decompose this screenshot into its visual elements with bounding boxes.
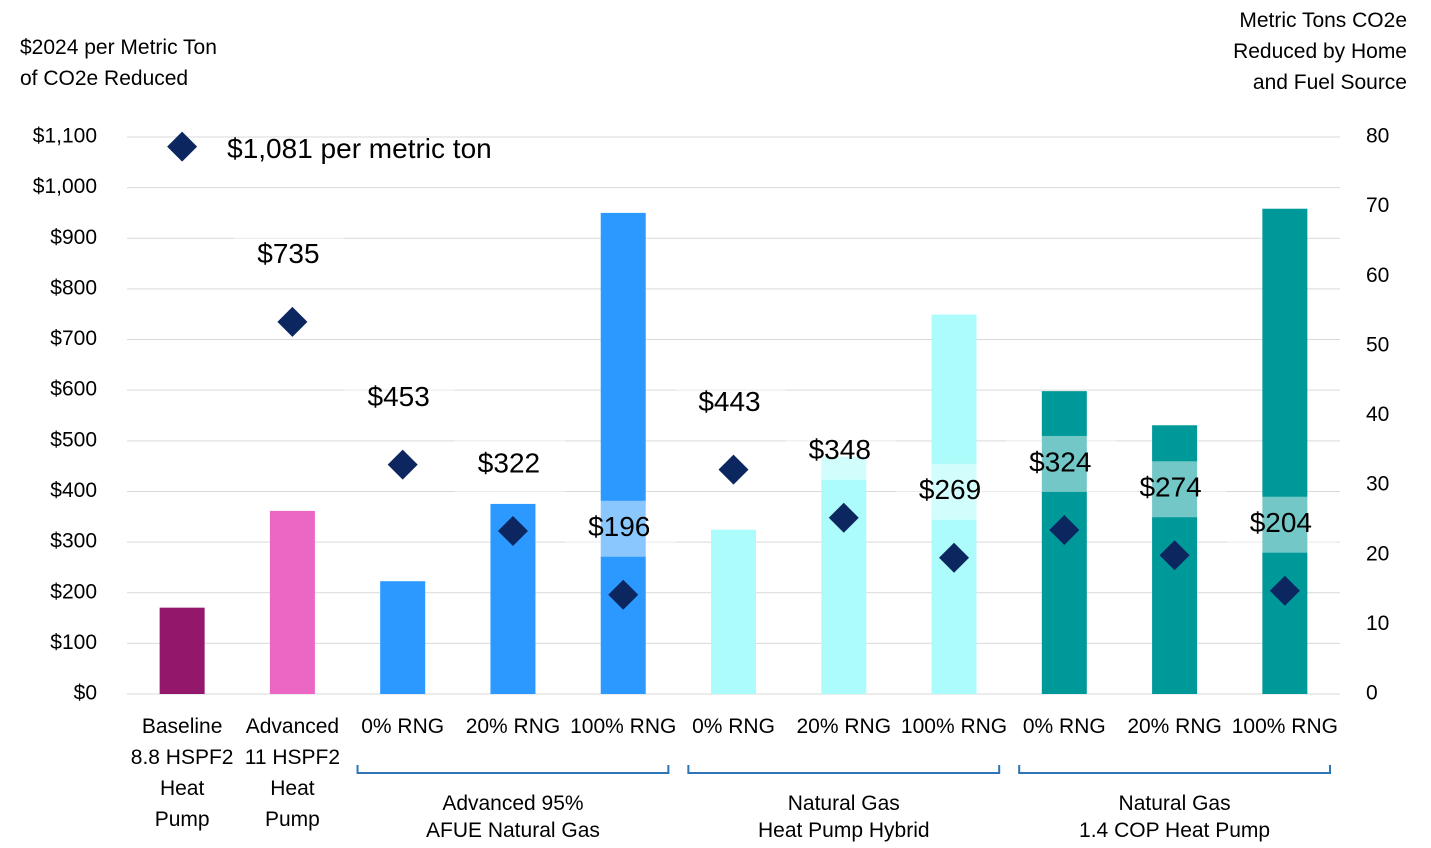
y-tick-label: $1,000 — [33, 175, 97, 198]
data-label: $735 — [257, 238, 319, 269]
data-label-bg — [344, 370, 455, 427]
y-tick-label: $200 — [50, 580, 97, 603]
data-label-bg — [1006, 435, 1117, 492]
y-tick-label: $700 — [50, 327, 97, 350]
y2-tick-label: 80 — [1366, 125, 1389, 148]
bar — [931, 314, 977, 694]
diamond-marker — [1159, 540, 1190, 571]
x-tick-label: 100% RNG — [570, 715, 677, 738]
grid — [127, 136, 1340, 695]
data-label: $443 — [698, 386, 760, 417]
x-tick-label: 100% RNG — [1231, 715, 1338, 738]
data-label-bg — [785, 423, 896, 480]
group-bracket — [1018, 765, 1331, 774]
data-label-bg — [565, 500, 676, 557]
x-tick-label: 20% RNG — [465, 715, 561, 738]
data-label: $348 — [809, 434, 871, 465]
x-tick-label: 20% RNG — [1127, 715, 1222, 738]
data-label-bg — [896, 463, 1007, 520]
diamond-marker — [718, 454, 749, 485]
bar — [821, 456, 867, 694]
data-label: $453 — [368, 381, 430, 412]
data-label: $269 — [919, 474, 981, 505]
data-label: $196 — [588, 511, 650, 542]
data-label-bg — [1116, 461, 1227, 518]
group-label: Advanced 95% AFUE Natural Gas — [426, 792, 600, 842]
y2-tick-label: 60 — [1366, 264, 1389, 287]
x-tick-label: Baseline 8.8 HSPF2 Heat Pump — [130, 715, 234, 831]
x-tick-label: 100% RNG — [900, 715, 1008, 738]
y-tick-label: $300 — [50, 530, 97, 553]
x-tick-label: Advanced 11 HSPF2 Heat Pump — [244, 715, 341, 831]
diamond-marker — [167, 131, 198, 162]
y2-tick-label: 0 — [1366, 682, 1378, 705]
x-tick-label: 0% RNG — [1022, 715, 1106, 738]
annotation: $1,081 per metric ton — [227, 133, 492, 164]
diamond-marker — [828, 502, 859, 533]
y2-tick-label: 70 — [1366, 194, 1389, 217]
bar — [380, 581, 426, 694]
y2-tick-label: 10 — [1366, 612, 1389, 635]
y-axis-label: $2024 per Metric Ton of CO2e Reduced — [20, 36, 217, 90]
bar — [600, 212, 646, 695]
data-label-bg — [234, 227, 345, 284]
group-label: Natural Gas Heat Pump Hybrid — [757, 792, 930, 842]
data-label-bg — [454, 436, 565, 493]
bar — [269, 510, 315, 694]
group-bracket — [356, 765, 670, 774]
diamond-marker — [277, 306, 308, 337]
diamond-marker — [939, 542, 970, 573]
y-tick-label: $900 — [50, 226, 97, 249]
data-label: $322 — [478, 447, 540, 478]
data-label: $204 — [1250, 507, 1312, 538]
y-tick-label: $800 — [50, 276, 97, 299]
y-tick-label: $1,100 — [33, 125, 97, 148]
y-tick-label: $600 — [50, 378, 97, 401]
diamond-marker — [497, 515, 528, 546]
diamond-marker — [1049, 514, 1080, 545]
diamond-marker — [608, 579, 639, 610]
y-tick-label: $100 — [50, 631, 97, 654]
data-label: $324 — [1029, 446, 1091, 477]
x-tick-label: 20% RNG — [796, 715, 892, 738]
y2-tick-label: 20 — [1366, 542, 1389, 565]
bar — [711, 529, 756, 694]
x-tick-label: 0% RNG — [692, 715, 775, 738]
diamond-marker — [387, 449, 418, 480]
y-tick-label: $500 — [50, 428, 97, 451]
bar — [1262, 208, 1308, 694]
bar — [159, 607, 205, 694]
y-tick-label: $400 — [50, 479, 97, 502]
diamond-marker — [1269, 575, 1300, 606]
data-label: $274 — [1139, 472, 1201, 503]
data-label-bg — [675, 375, 786, 432]
y2-tick-label: 40 — [1366, 403, 1389, 426]
x-tick-label: 0% RNG — [361, 715, 445, 738]
y-tick-label: $0 — [74, 682, 97, 705]
y2-tick-label: 30 — [1366, 473, 1389, 496]
y2-axis-label: Metric Tons CO2e Reduced by Home and Fue… — [1233, 9, 1407, 94]
group-label: Natural Gas 1.4 COP Heat Pump — [1079, 792, 1271, 842]
data-label-bg — [1226, 496, 1337, 553]
group-bracket — [687, 765, 1001, 774]
y2-tick-label: 50 — [1366, 333, 1389, 356]
